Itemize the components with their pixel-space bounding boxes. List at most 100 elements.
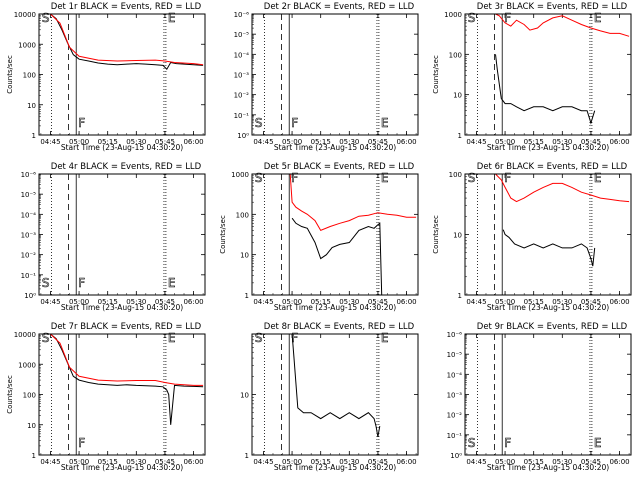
y-tick-label: 1 bbox=[458, 132, 462, 140]
x-tick-label: 05:45 bbox=[155, 458, 175, 466]
x-tick-label: 05:15 bbox=[98, 298, 118, 306]
x-tick-label: 06:00 bbox=[609, 458, 629, 466]
series-events-line bbox=[39, 334, 204, 425]
marker-s: S bbox=[468, 436, 476, 450]
marker-s: S bbox=[468, 11, 476, 25]
marker-s: S bbox=[255, 116, 263, 130]
y-tick-label: 10⁻⁴ bbox=[21, 211, 37, 219]
y-tick-label: 10⁰ bbox=[237, 132, 249, 140]
x-tick-label: 04:45 bbox=[253, 138, 273, 146]
series-events-line bbox=[502, 229, 596, 267]
series-group bbox=[495, 14, 630, 125]
panel-title: Det 6r BLACK = Events, RED = LLD bbox=[477, 162, 628, 172]
detector-panel-4: Det 4r BLACK = Events, RED = LLD Start Ti… bbox=[21, 162, 206, 312]
y-tick-label: 100 bbox=[449, 51, 462, 59]
x-tick-label: 05:15 bbox=[311, 458, 331, 466]
detector-panel-6: Det 6r BLACK = Events, RED = LLD Counts/s… bbox=[432, 162, 632, 312]
plot-frame bbox=[38, 173, 206, 296]
series-lld-line bbox=[495, 174, 630, 203]
y-tick-label: 1000 bbox=[18, 361, 36, 369]
y-tick-label: 100 bbox=[23, 72, 36, 80]
x-tick-label: 05:00 bbox=[495, 458, 515, 466]
y-tick-label: 10⁻³ bbox=[234, 72, 250, 80]
marker-f: F bbox=[504, 171, 511, 185]
marker-e: E bbox=[594, 436, 602, 450]
x-tick-label: 04:45 bbox=[40, 298, 60, 306]
y-tick-label: 10000 bbox=[14, 331, 36, 339]
detector-panel-3: Det 3r BLACK = Events, RED = LLD Counts/s… bbox=[432, 2, 632, 152]
x-tick-label: 05:30 bbox=[552, 138, 572, 146]
plot-frame bbox=[251, 333, 419, 456]
x-axis-label: Start Time (23-Aug-15 04:30:20) bbox=[61, 143, 183, 152]
marker-s: S bbox=[255, 331, 263, 345]
y-tick-label: 10⁻⁶ bbox=[21, 171, 37, 179]
marker-e: E bbox=[381, 331, 389, 345]
y-tick-label: 10⁻⁶ bbox=[447, 331, 463, 339]
y-tick-label: 10⁻¹ bbox=[447, 432, 463, 440]
x-tick-label: 05:45 bbox=[368, 458, 388, 466]
detector-panel-2: Det 2r BLACK = Events, RED = LLD Start Ti… bbox=[234, 2, 419, 152]
x-tick-label: 04:45 bbox=[40, 458, 60, 466]
y-tick-label: 10⁻⁵ bbox=[447, 351, 463, 359]
panel-title: Det 3r BLACK = Events, RED = LLD bbox=[477, 2, 628, 12]
y-tick-label: 100 bbox=[449, 171, 462, 179]
panel-title: Det 1r BLACK = Events, RED = LLD bbox=[51, 2, 202, 12]
y-tick-label: 10⁻³ bbox=[447, 392, 463, 400]
y-tick-label: 1000 bbox=[231, 171, 249, 179]
y-tick-label: 10 bbox=[453, 92, 462, 100]
marker-s: S bbox=[42, 11, 50, 25]
y-tick-label: 10⁻³ bbox=[21, 232, 37, 240]
panel-title: Det 7r BLACK = Events, RED = LLD bbox=[51, 322, 202, 332]
plot-frame bbox=[38, 333, 206, 456]
y-axis-label: Counts/sec bbox=[432, 215, 440, 254]
marker-s: S bbox=[42, 331, 50, 345]
x-tick-label: 05:30 bbox=[126, 138, 146, 146]
x-tick-label: 05:00 bbox=[495, 138, 515, 146]
y-tick-label: 10⁻⁵ bbox=[234, 31, 250, 39]
x-tick-label: 05:30 bbox=[552, 298, 572, 306]
x-axis-label: Start Time (23-Aug-15 04:30:20) bbox=[274, 463, 396, 472]
detector-panel-9: Det 9r BLACK = Events, RED = LLD Start Ti… bbox=[447, 322, 632, 472]
plot-frame bbox=[464, 13, 632, 136]
plot-frame bbox=[464, 333, 632, 456]
x-tick-label: 05:00 bbox=[69, 298, 89, 306]
x-tick-label: 06:00 bbox=[609, 138, 629, 146]
x-tick-label: 05:00 bbox=[69, 138, 89, 146]
x-tick-label: 05:30 bbox=[126, 458, 146, 466]
x-axis-label: Start Time (23-Aug-15 04:30:20) bbox=[61, 463, 183, 472]
marker-s: S bbox=[255, 171, 263, 185]
x-tick-label: 05:45 bbox=[155, 298, 175, 306]
y-tick-label: 10 bbox=[27, 102, 36, 110]
detector-panel-7: Det 7r BLACK = Events, RED = LLD Counts/s… bbox=[6, 322, 206, 472]
y-tick-label: 1 bbox=[458, 292, 462, 300]
x-tick-label: 05:00 bbox=[69, 458, 89, 466]
panel-title: Det 9r BLACK = Events, RED = LLD bbox=[477, 322, 628, 332]
y-axis-label: Counts/sec bbox=[6, 55, 14, 94]
x-axis-label: Start Time (23-Aug-15 04:30:20) bbox=[487, 463, 609, 472]
x-tick-label: 05:30 bbox=[339, 458, 359, 466]
y-tick-label: 1 bbox=[245, 452, 249, 460]
x-tick-label: 05:15 bbox=[524, 138, 544, 146]
series-group bbox=[495, 174, 630, 267]
x-tick-label: 05:45 bbox=[581, 298, 601, 306]
x-tick-label: 06:00 bbox=[183, 458, 203, 466]
series-lld-line bbox=[39, 14, 204, 66]
series-events-line bbox=[291, 334, 381, 437]
y-axis-label: Counts/sec bbox=[6, 375, 14, 414]
plot-frame bbox=[464, 173, 632, 296]
marker-e: E bbox=[168, 11, 176, 25]
series-events-line bbox=[39, 14, 204, 71]
y-tick-label: 10⁻¹ bbox=[234, 112, 250, 120]
marker-f: F bbox=[78, 116, 85, 130]
marker-e: E bbox=[381, 116, 389, 130]
y-tick-label: 1000 bbox=[444, 11, 462, 19]
series-events-line bbox=[495, 54, 596, 125]
detector-panel-1: Det 1r BLACK = Events, RED = LLD Counts/s… bbox=[6, 2, 206, 152]
x-tick-label: 06:00 bbox=[183, 138, 203, 146]
series-lld-line bbox=[495, 14, 630, 37]
marker-e: E bbox=[168, 276, 176, 290]
x-tick-label: 05:00 bbox=[282, 458, 302, 466]
x-tick-label: 06:00 bbox=[396, 458, 416, 466]
marker-e: E bbox=[168, 331, 176, 345]
